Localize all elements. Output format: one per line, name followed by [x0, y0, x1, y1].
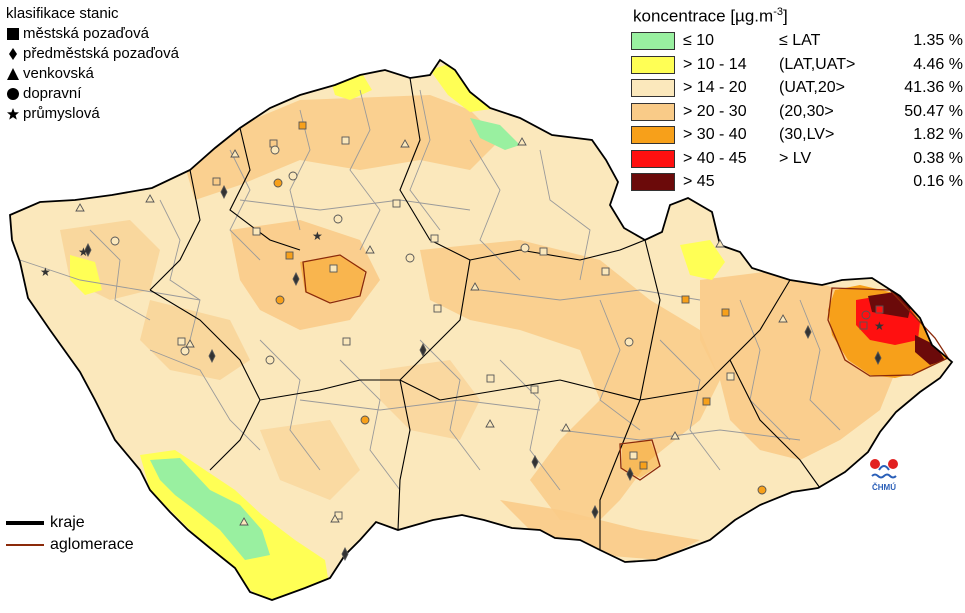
concentration-row-4: > 20 - 30 (20,30> 50.47 %	[631, 100, 963, 124]
diamond-icon	[9, 48, 17, 60]
boundary-legend: kraje aglomerace	[6, 512, 134, 556]
concentration-row-3: > 14 - 20 (UAT,20> 41.36 %	[631, 77, 963, 101]
svg-text:★: ★	[312, 229, 323, 243]
legend-row-dopravni: dopravní	[6, 84, 179, 104]
legend-row-prumyslova: průmyslová	[6, 104, 179, 124]
concentration-row-6: > 40 - 45 > LV 0.38 %	[631, 147, 963, 171]
svg-text:★: ★	[40, 265, 51, 279]
station-legend-title: klasifikace stanic	[6, 5, 119, 22]
color-swatch	[631, 173, 675, 192]
legend-row-venkovska: venkovská	[6, 64, 179, 84]
kraje-line-icon	[6, 521, 44, 525]
color-swatch	[631, 126, 675, 145]
circle-icon	[7, 88, 19, 100]
color-swatch	[631, 102, 675, 121]
legend-row-predmestska: předměstská pozaďová	[6, 44, 179, 64]
color-swatch	[631, 32, 675, 51]
square-icon	[7, 28, 19, 40]
legend-row-kraje: kraje	[6, 512, 134, 534]
concentration-row-5: > 30 - 40 (30,LV> 1.82 %	[631, 124, 963, 148]
aglomerace-line-icon	[6, 544, 44, 546]
concentration-row-1: ≤ 10 ≤ LAT 1.35 %	[631, 30, 963, 54]
stations: ★ ★ ★ ★	[40, 121, 885, 562]
legend-row-aglomerace: aglomerace	[6, 534, 134, 556]
star-icon	[7, 108, 19, 120]
chmu-logo-icon: ČHMÚ	[870, 459, 898, 492]
color-swatch	[631, 55, 675, 74]
concentration-legend-title: koncentrace [µg.m-3]	[633, 6, 788, 26]
concentration-legend: koncentrace [µg.m-3] ≤ 10 ≤ LAT 1.35 % >…	[631, 6, 963, 194]
concentration-row-2: > 10 - 14 (LAT,UAT> 4.46 %	[631, 53, 963, 77]
station-legend: klasifikace stanic městská pozaďová před…	[6, 4, 179, 124]
color-swatch	[631, 149, 675, 168]
svg-text:★: ★	[78, 245, 89, 259]
legend-row-mestska: městská pozaďová	[6, 24, 179, 44]
svg-text:ČHMÚ: ČHMÚ	[872, 483, 896, 492]
svg-text:★: ★	[874, 319, 885, 333]
triangle-icon	[7, 68, 19, 80]
concentration-row-7: > 45 0.16 %	[631, 171, 963, 195]
chmu-logo: ČHMÚ	[866, 456, 902, 492]
color-swatch	[631, 79, 675, 98]
